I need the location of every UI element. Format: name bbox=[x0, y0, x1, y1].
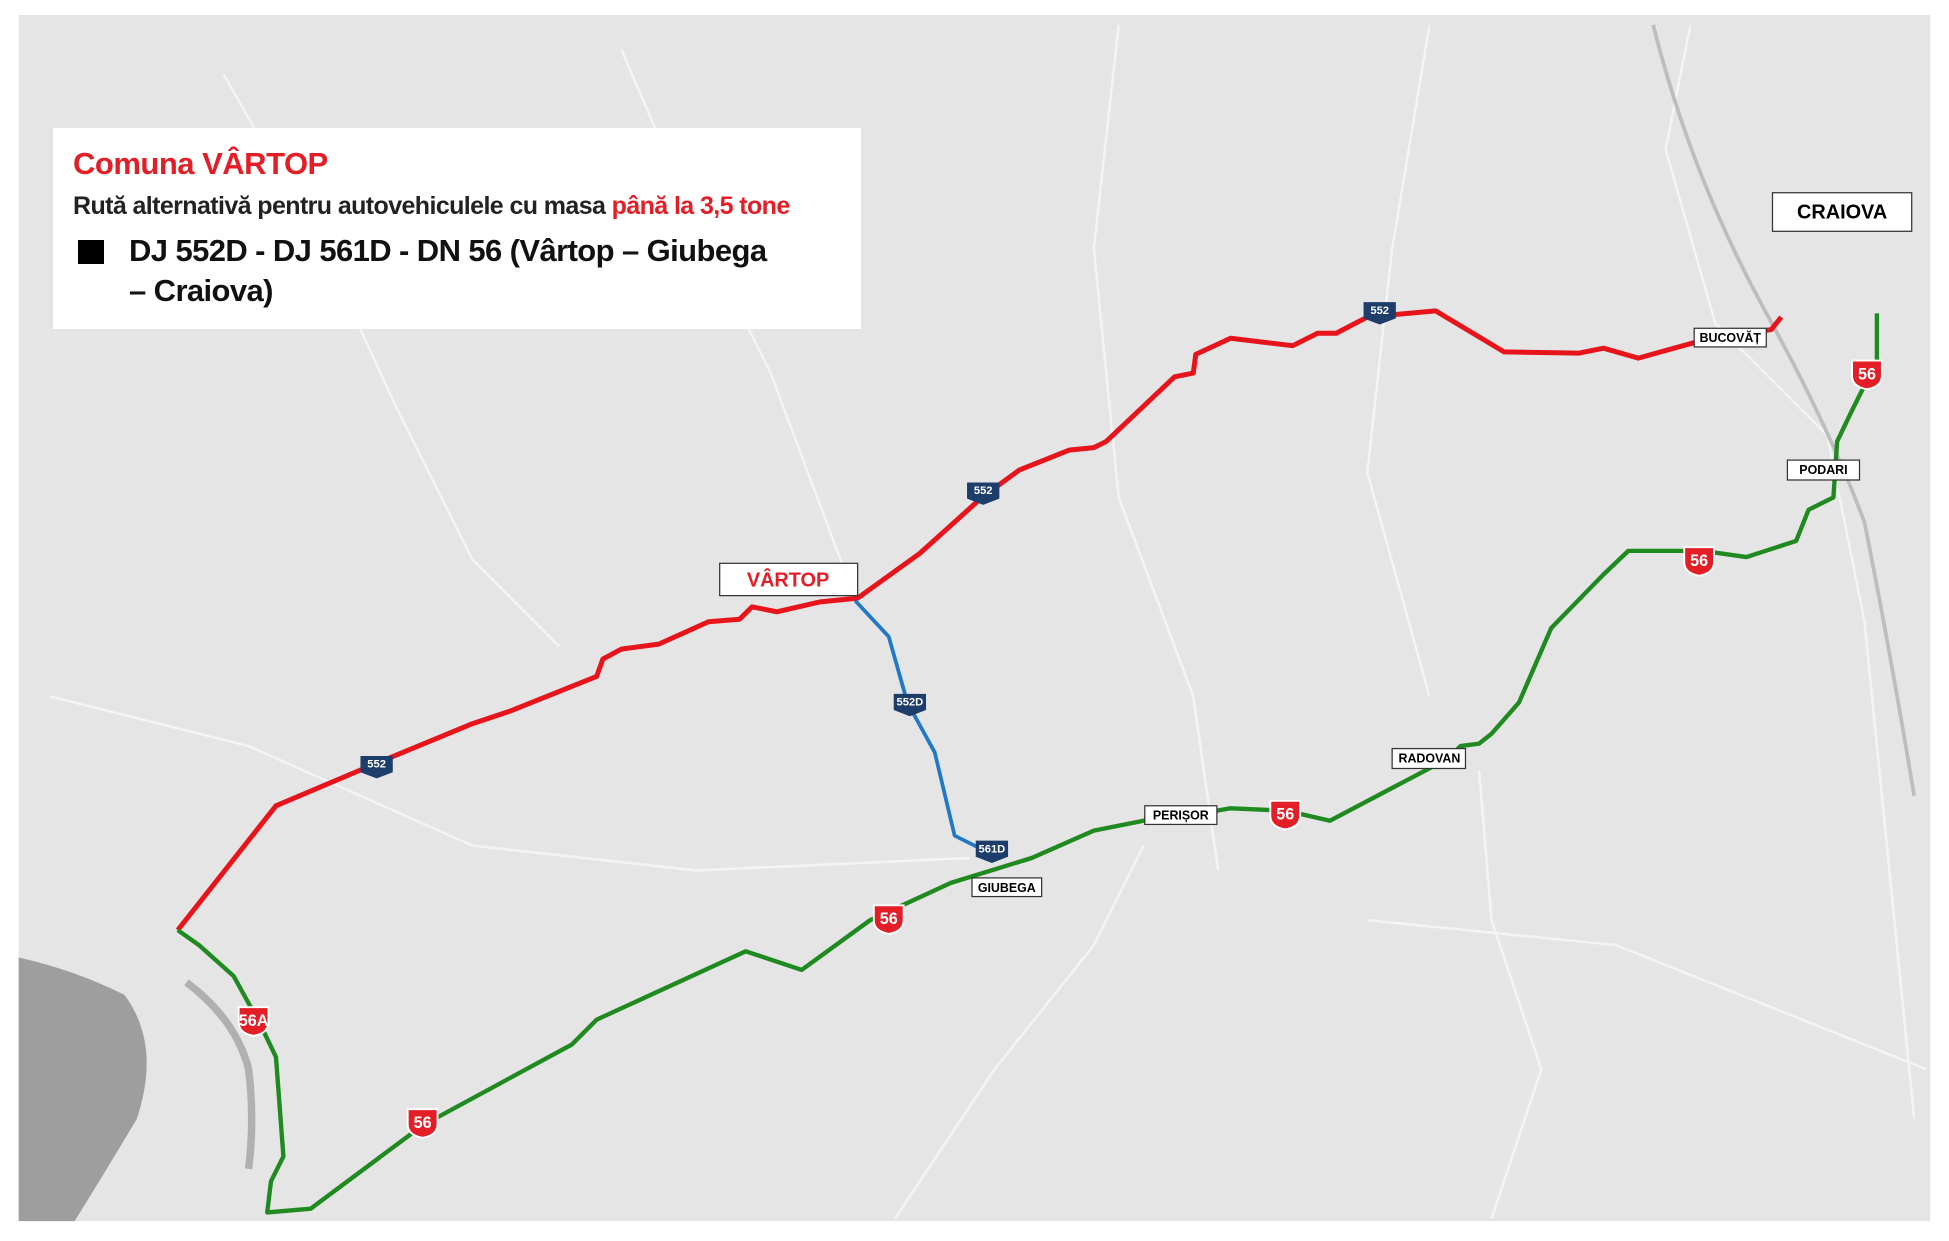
place-label: VÂRTOP bbox=[747, 568, 829, 592]
shield-label: 56 bbox=[414, 1114, 432, 1132]
place-box bbox=[1786, 459, 1861, 481]
river-jiu bbox=[1651, 24, 1917, 797]
route-green bbox=[176, 313, 1880, 1215]
shield-label: 56 bbox=[1690, 552, 1708, 570]
legend-route: DJ 552D - DJ 561D - DN 56 (Vârtop – Giub… bbox=[73, 231, 769, 311]
place-label: BUCOVĂȚ bbox=[1700, 330, 1762, 345]
place-box bbox=[1693, 327, 1767, 348]
subtitle-text: Rută alternativă pentru autovehiculele c… bbox=[73, 192, 612, 220]
place-label: RADOVAN bbox=[1398, 752, 1460, 766]
shield-national bbox=[1269, 799, 1302, 831]
place-box bbox=[719, 562, 859, 597]
place-box bbox=[1391, 747, 1467, 770]
river-arm bbox=[184, 979, 256, 1170]
route-blue bbox=[853, 599, 983, 851]
shield-county bbox=[893, 693, 927, 717]
shield-county bbox=[1363, 302, 1396, 325]
shield-county bbox=[967, 482, 1000, 505]
shield-label: 552 bbox=[974, 485, 993, 497]
shield-national bbox=[1683, 546, 1716, 577]
shield-label: 56 bbox=[1858, 365, 1876, 383]
place-box bbox=[1771, 192, 1913, 232]
place-box bbox=[971, 877, 1043, 898]
shield-label: 552 bbox=[1370, 305, 1389, 317]
shield-label: 56 bbox=[1276, 805, 1294, 823]
legend-subtitle: Rută alternativă pentru autovehiculele c… bbox=[73, 192, 841, 221]
river bbox=[18, 957, 147, 1222]
shield-national bbox=[1851, 359, 1883, 391]
legend: Comuna VÂRTOP Rută alternativă pentru au… bbox=[53, 128, 861, 329]
legend-title: Comuna VÂRTOP bbox=[73, 146, 328, 181]
subtitle-highlight: până la 3,5 tone bbox=[611, 192, 791, 220]
shield-national bbox=[872, 904, 905, 935]
shield-county bbox=[360, 756, 393, 779]
place-label: GIUBEGA bbox=[978, 881, 1036, 895]
road-shields: 552 552 552 552D 561D 56 56 56 56 56 56A bbox=[237, 302, 1883, 1139]
shield-label: 552 bbox=[367, 759, 386, 771]
place-label: PERIȘOR bbox=[1153, 809, 1209, 823]
place-labels: CRAIOVA VÂRTOP BUCOVĂȚ PODARI RADOVAN PE… bbox=[719, 192, 1913, 898]
shield-label: 56A bbox=[239, 1012, 269, 1030]
shield-label: 561D bbox=[979, 843, 1006, 855]
place-label: PODARI bbox=[1799, 463, 1847, 477]
place-label: CRAIOVA bbox=[1797, 202, 1887, 224]
shield-national bbox=[406, 1108, 439, 1139]
shield-national bbox=[237, 1006, 270, 1037]
route-red bbox=[175, 308, 1784, 932]
shield-label: 552D bbox=[897, 697, 924, 709]
shield-county bbox=[975, 840, 1009, 863]
place-box bbox=[1144, 805, 1218, 826]
shield-label: 56 bbox=[880, 910, 898, 928]
